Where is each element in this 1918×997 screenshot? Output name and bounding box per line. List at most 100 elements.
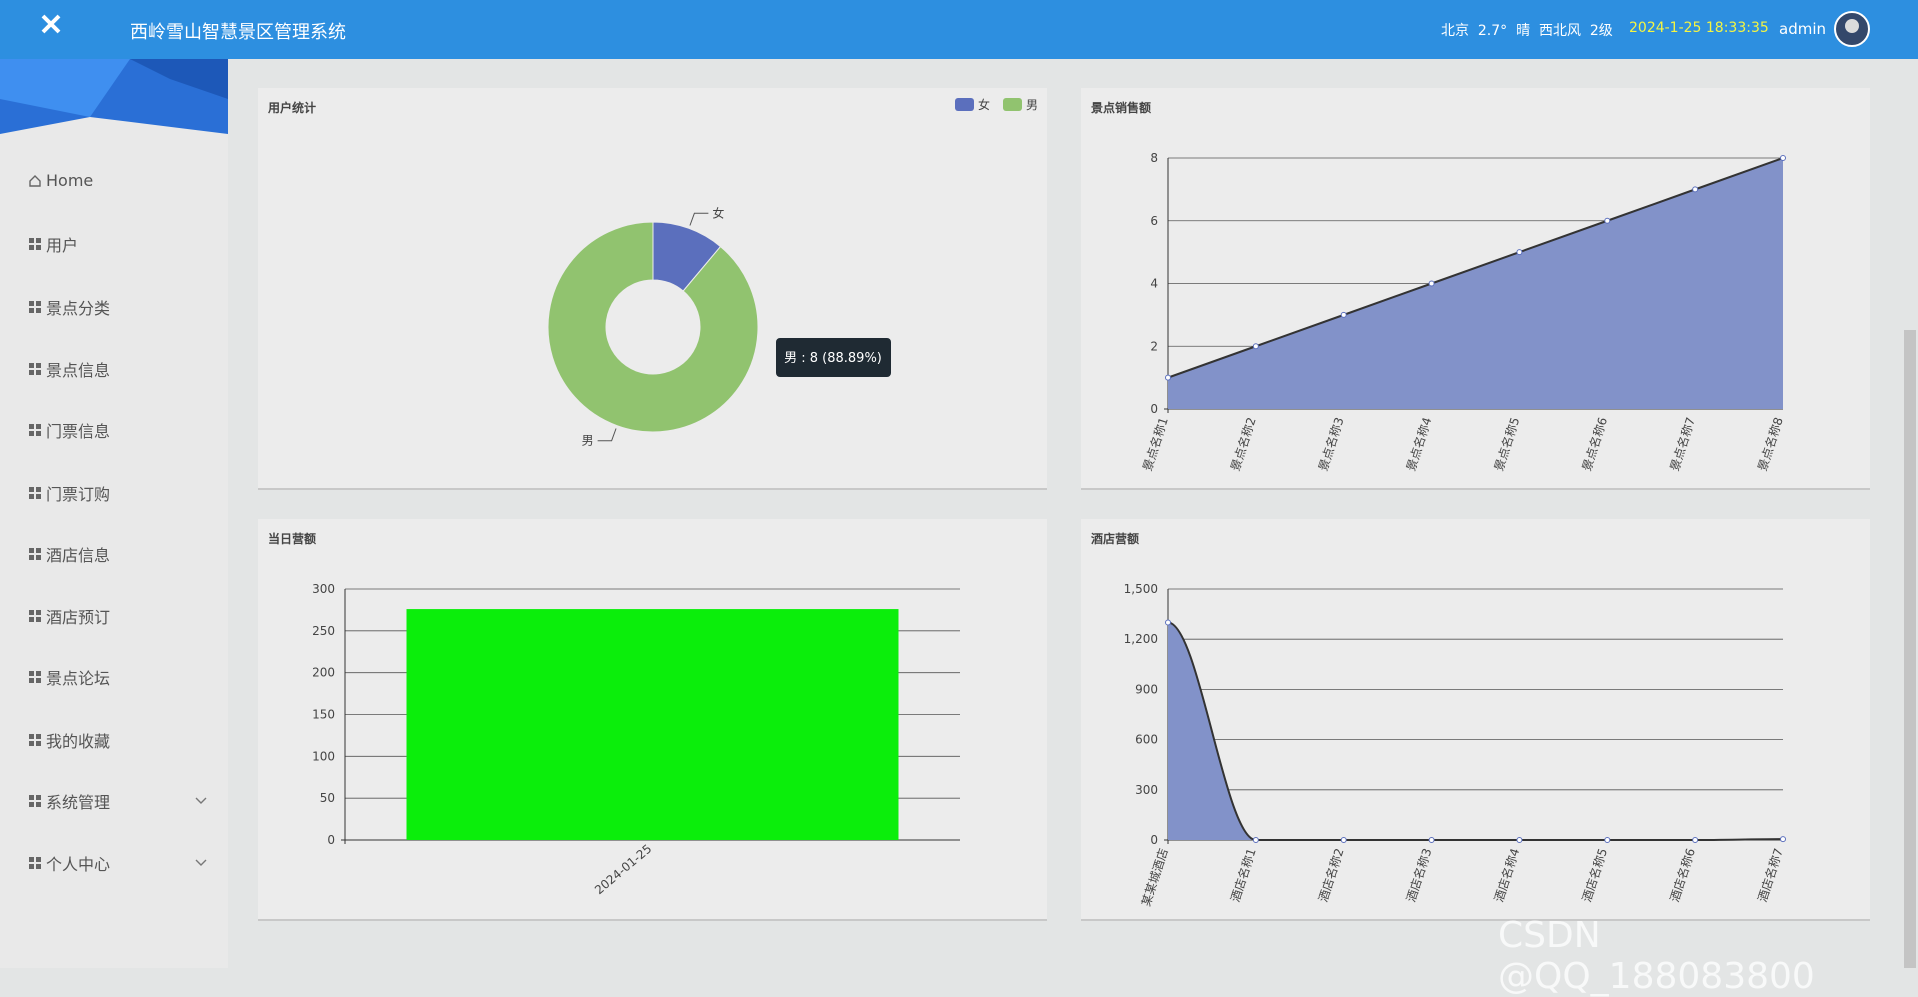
x-tick-label: 酒店名称4 bbox=[1491, 846, 1522, 904]
point bbox=[1165, 374, 1171, 381]
point bbox=[1516, 249, 1523, 256]
y-tick-label: 200 bbox=[312, 666, 335, 680]
close-icon[interactable] bbox=[0, 0, 70, 59]
x-tick-label: 景点名称1 bbox=[1139, 415, 1170, 473]
menu-item[interactable]: 门票信息 bbox=[28, 418, 208, 442]
chevron bbox=[195, 797, 207, 804]
point bbox=[1516, 837, 1523, 843]
leader-line bbox=[689, 212, 709, 226]
y-tick-label: 250 bbox=[312, 624, 335, 638]
pie-slice bbox=[547, 221, 759, 433]
x-tick-label: 景点名称2 bbox=[1227, 415, 1258, 473]
point bbox=[1780, 155, 1786, 161]
menu-item[interactable]: 景点分类 bbox=[28, 295, 208, 319]
y-tick-label: 8 bbox=[1150, 151, 1158, 165]
y-tick-label: 300 bbox=[312, 582, 335, 596]
y-tick-label: 2 bbox=[1150, 339, 1158, 353]
menu-icon bbox=[29, 671, 41, 683]
menu-icon bbox=[29, 301, 41, 313]
app-title: 西岭雪山智慧景区管理系统 bbox=[130, 22, 346, 43]
username[interactable]: admin bbox=[1779, 20, 1826, 38]
chart-title: 酒店营额 bbox=[1091, 531, 1139, 546]
chart-title: 用户统计 bbox=[267, 100, 316, 115]
menu-label: Home bbox=[46, 171, 94, 190]
x-tick-label: 2024-01-25 bbox=[592, 842, 654, 898]
y-tick-label: 1,200 bbox=[1124, 632, 1158, 646]
y-tick-label: 4 bbox=[1150, 277, 1158, 291]
menu-item[interactable]: 个人中心 bbox=[28, 851, 208, 875]
point bbox=[1252, 343, 1259, 350]
menu-label: 景点信息 bbox=[46, 361, 111, 380]
menu-icon bbox=[29, 610, 41, 622]
y-tick-label: 150 bbox=[312, 708, 335, 722]
chart-title: 当日营额 bbox=[268, 531, 316, 546]
y-tick-label: 0 bbox=[327, 833, 335, 847]
menu-label: 景点论坛 bbox=[46, 669, 111, 688]
chevron bbox=[195, 859, 207, 866]
point bbox=[1428, 837, 1435, 843]
panel: 用户统计女男女男男 : 8 (88.89%) bbox=[258, 88, 1047, 490]
y-tick-label: 600 bbox=[1135, 733, 1158, 747]
panel: 酒店营额 0 300 600 900 1,200 1,500 某某城酒店 酒店名称1 酒店名称2 酒… bbox=[1081, 519, 1870, 921]
legend-swatch bbox=[955, 98, 974, 111]
x-tick-label: 酒店名称5 bbox=[1579, 846, 1610, 904]
menu-item[interactable]: 系统管理 bbox=[28, 789, 208, 813]
menu-label: 景点分类 bbox=[46, 299, 111, 318]
point bbox=[1692, 186, 1699, 193]
x-tick-label: 酒店名称7 bbox=[1754, 846, 1785, 904]
tooltip-box bbox=[776, 338, 891, 377]
menu-item[interactable]: 景点论坛 bbox=[28, 665, 208, 689]
point bbox=[1692, 837, 1699, 843]
menu-icon bbox=[29, 487, 41, 499]
avatar[interactable] bbox=[1834, 11, 1870, 47]
menu-label: 个人中心 bbox=[46, 855, 111, 874]
menu-item[interactable]: 酒店信息 bbox=[28, 542, 208, 566]
chart-title: 景点销售额 bbox=[1091, 100, 1151, 115]
menu-icon bbox=[29, 857, 41, 869]
menu-item[interactable]: 景点信息 bbox=[28, 357, 208, 381]
scrollbar[interactable] bbox=[1904, 330, 1916, 968]
bar bbox=[406, 609, 899, 840]
menu-label: 系统管理 bbox=[46, 793, 111, 812]
x-tick-label: 景点名称7 bbox=[1667, 415, 1698, 473]
menu-label: 酒店预订 bbox=[46, 608, 111, 627]
area bbox=[1168, 158, 1783, 409]
y-tick-label: 0 bbox=[1150, 833, 1158, 847]
panel: 景点销售额 0 2 4 6 8 景点名称1 景点名称2 景点名称3 景点名称4 景点名称5 景点名称6… bbox=[1081, 88, 1870, 490]
x-tick-label: 酒店名称2 bbox=[1315, 846, 1346, 904]
legend-label: 女 bbox=[978, 97, 990, 112]
menu-label: 门票信息 bbox=[46, 422, 111, 441]
menu-label: 我的收藏 bbox=[46, 732, 111, 751]
point bbox=[1252, 837, 1259, 843]
x-tick-label: 某某城酒店 bbox=[1139, 847, 1171, 908]
menu-item[interactable]: 用户 bbox=[28, 232, 208, 256]
menu-label: 用户 bbox=[46, 236, 79, 255]
header: 西岭雪山智慧景区管理系统 北京 2.7° 晴 西北风 2级 2024-1-25 … bbox=[0, 0, 1918, 59]
menu-icon bbox=[29, 734, 41, 746]
slice-label: 女 bbox=[712, 205, 724, 220]
menu-item[interactable]: Home bbox=[28, 171, 208, 190]
menu-item[interactable]: 酒店预订 bbox=[28, 604, 208, 628]
y-tick-label: 300 bbox=[1135, 783, 1158, 797]
watermark: CSDN @QQ_188083800 bbox=[1498, 915, 1815, 997]
y-tick-label: 6 bbox=[1150, 214, 1158, 228]
y-tick-label: 1,500 bbox=[1124, 582, 1158, 596]
sidebar: Home 用户景点分类景点信息门票信息门票订购酒店信息酒店预订景点论坛我的收藏系统… bbox=[0, 59, 228, 968]
y-tick-label: 100 bbox=[312, 749, 335, 763]
point bbox=[1604, 837, 1611, 843]
legend-label: 男 bbox=[1026, 98, 1038, 112]
menu-icon bbox=[29, 795, 41, 807]
x-tick-label: 景点名称4 bbox=[1403, 415, 1434, 473]
sidebar-banner bbox=[0, 59, 228, 134]
y-tick-label: 50 bbox=[320, 791, 335, 805]
line bbox=[1167, 621, 1784, 842]
chart: 酒店营额 0 300 600 900 1,200 1,500 某某城酒店 酒店名称1 酒店名称2 酒… bbox=[1091, 531, 1786, 908]
menu-item[interactable]: 我的收藏 bbox=[28, 728, 208, 752]
point bbox=[1780, 836, 1786, 843]
weather: 北京 2.7° 晴 西北风 2级 bbox=[1441, 23, 1613, 39]
menu-item[interactable]: 门票订购 bbox=[28, 481, 208, 505]
chart: 当日营额 0 50 100 150 200 250 300 2024-01-25 bbox=[268, 531, 960, 898]
x-tick-label: 酒店名称3 bbox=[1403, 846, 1434, 904]
datetime: 2024-1-25 18:33:35 bbox=[1629, 20, 1769, 36]
